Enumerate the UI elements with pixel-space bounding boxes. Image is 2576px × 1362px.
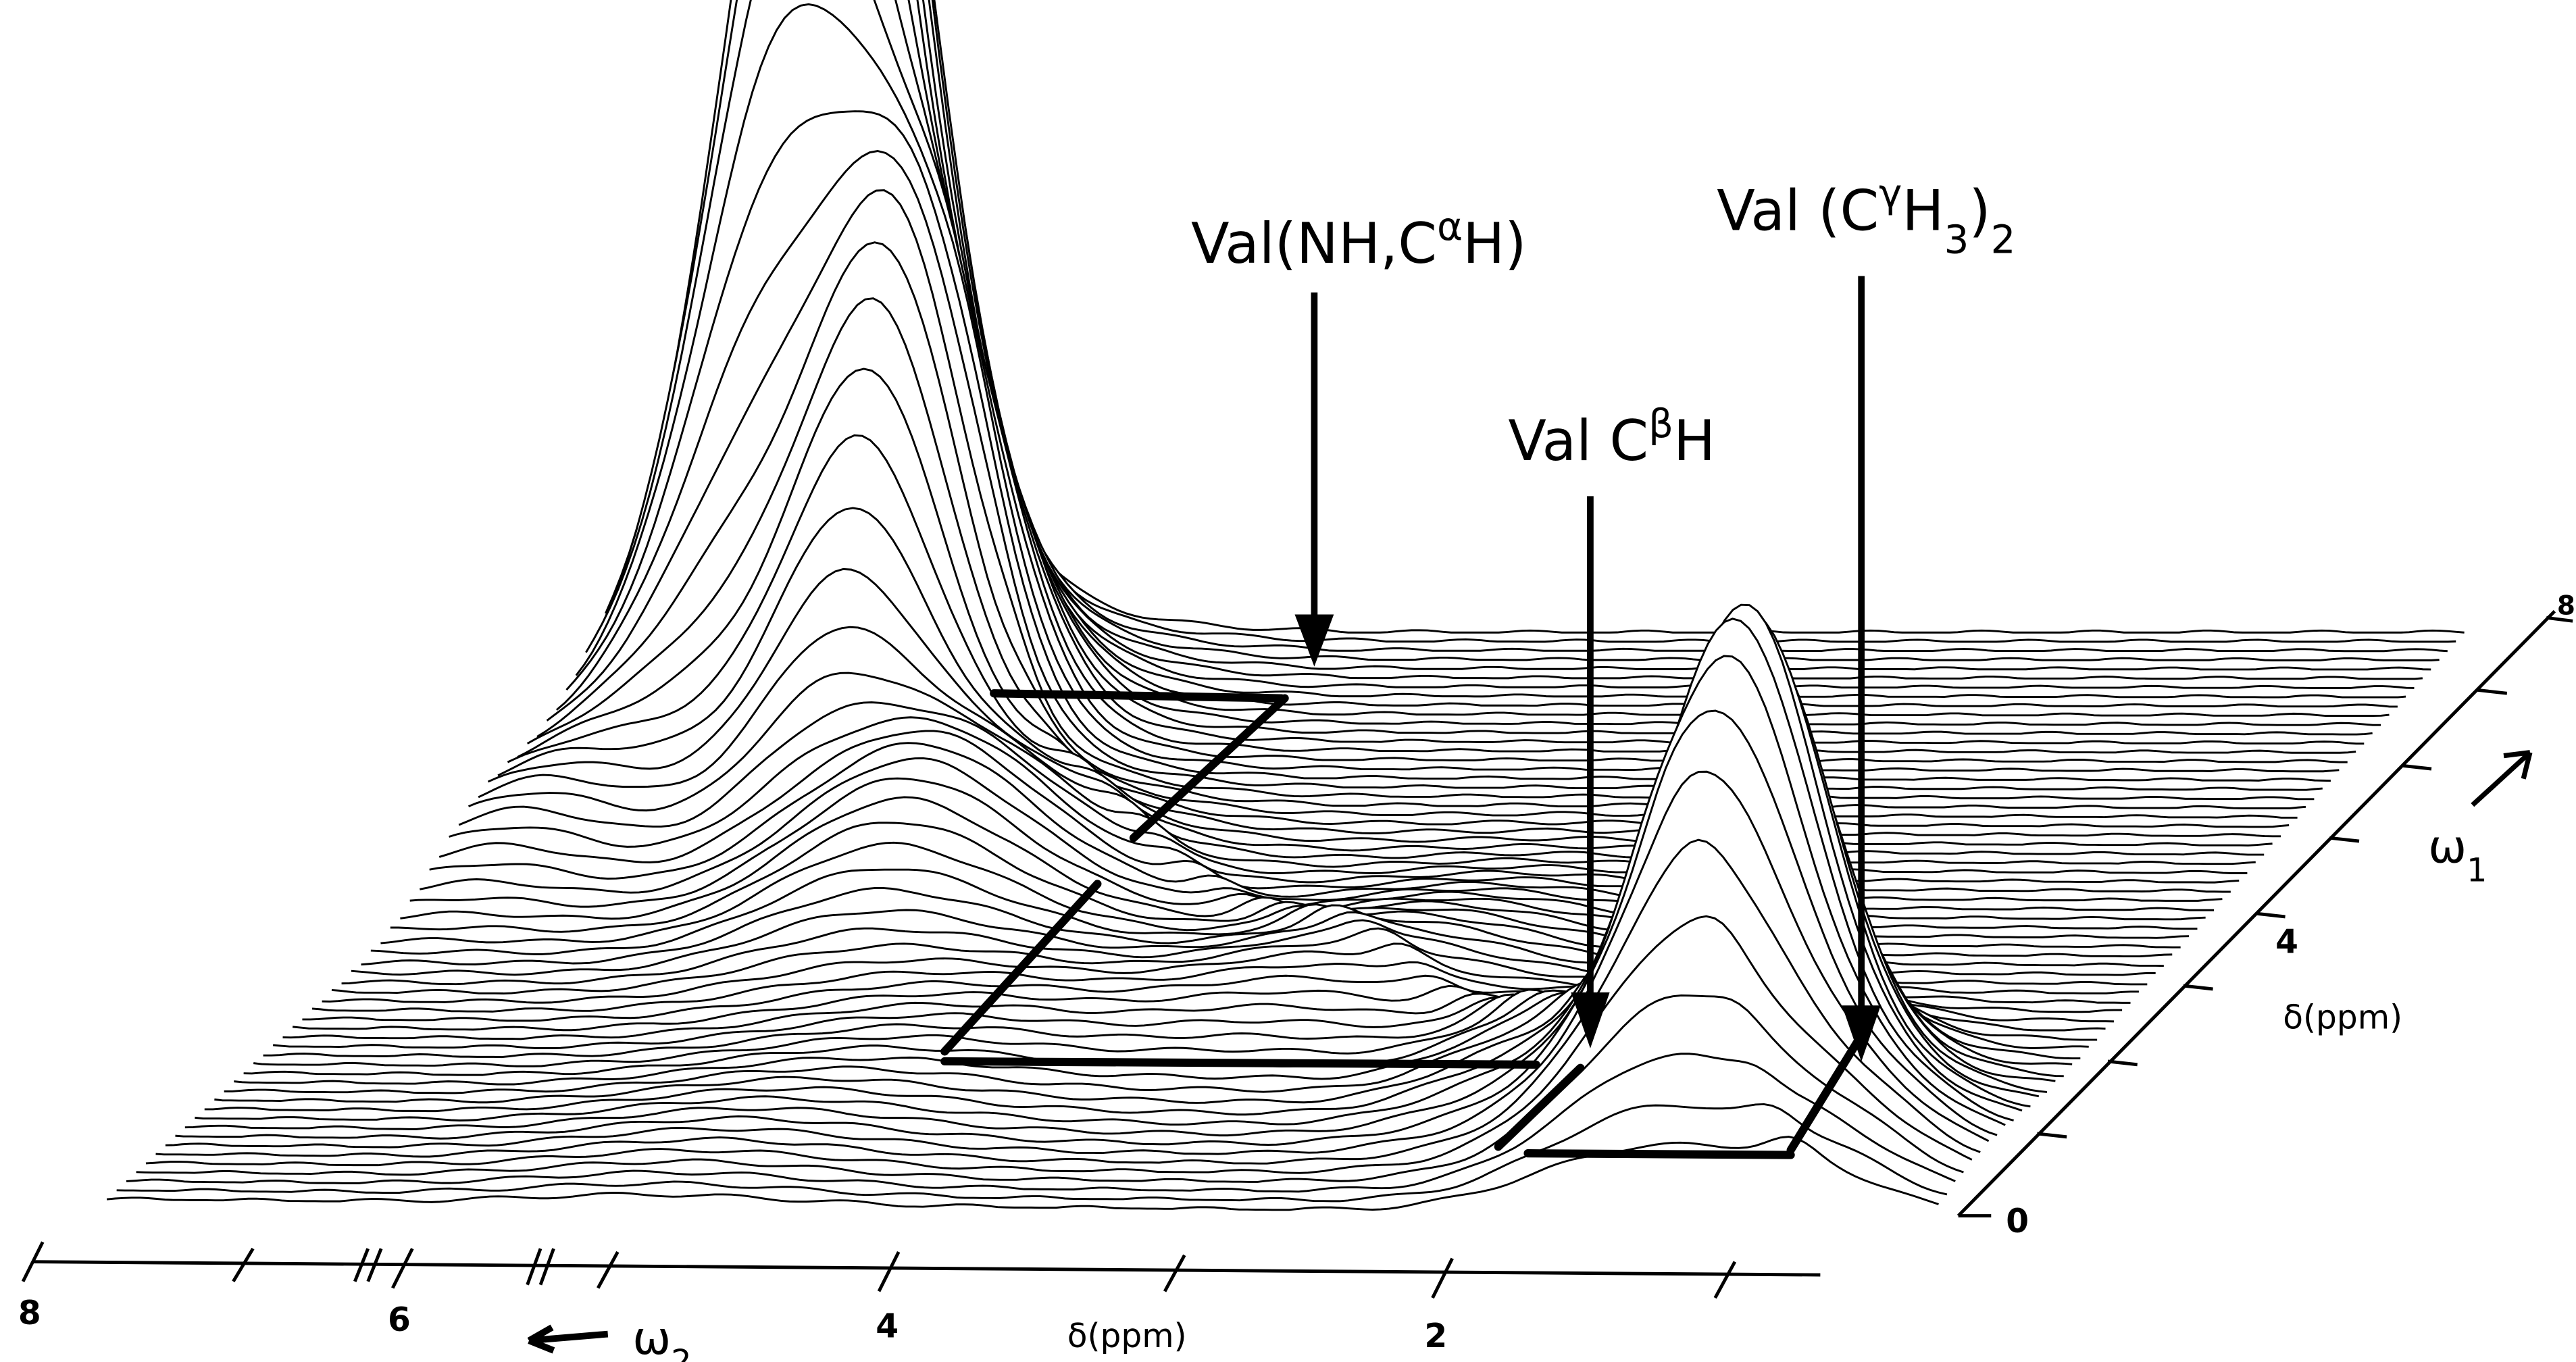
text-segment: γ — [1879, 170, 1902, 216]
text-segment: H) — [1463, 211, 1526, 276]
trace — [458, 701, 2240, 884]
trace — [526, 297, 2298, 819]
axis-break — [353, 1248, 555, 1286]
annotation: Val CβH — [1508, 401, 1715, 474]
tick-marks — [21, 1241, 1737, 1299]
text-segment: α — [1437, 203, 1463, 249]
text-segment: 1 — [2467, 852, 2487, 889]
trace — [155, 838, 1981, 1165]
trace — [116, 1103, 1948, 1203]
trace — [585, 0, 2348, 763]
trace — [175, 709, 1998, 1146]
trace — [449, 716, 2231, 893]
text-segment: H — [1902, 178, 1944, 243]
axis-line — [32, 1260, 1821, 1277]
trace — [106, 1136, 1939, 1211]
trace — [468, 672, 2248, 874]
trace — [145, 915, 1973, 1174]
trace — [487, 568, 2265, 856]
trace — [565, 110, 2331, 782]
arrow-head — [1294, 614, 1334, 667]
arrow-head — [1842, 1005, 1881, 1062]
text-segment: 3 — [1944, 216, 1969, 262]
text-segment: 2 — [1991, 216, 2016, 262]
x-axis-label: δ(ppm) — [1067, 1317, 1187, 1355]
y-axis-label: δ(ppm) — [2283, 999, 2402, 1036]
trace — [643, 0, 2398, 708]
text-segment: ω — [632, 1312, 671, 1362]
x-tick-label: 8 — [18, 1294, 41, 1332]
trace — [497, 507, 2273, 847]
connector — [940, 1057, 1540, 1069]
x-tick-label: 4 — [876, 1307, 899, 1345]
trace — [595, 0, 2356, 754]
connector — [990, 689, 1286, 703]
trace — [546, 189, 2315, 801]
text-segment: β — [1648, 401, 1673, 447]
text-segment: ω — [2428, 821, 2467, 874]
y-axis-symbol: ω1 — [2428, 821, 2487, 890]
trace — [184, 655, 2006, 1137]
trace — [136, 994, 1964, 1183]
annotation: Val(NH,CαH) — [1191, 203, 1527, 276]
y-tick-label: 0 — [2006, 1203, 2029, 1240]
trace — [195, 617, 2015, 1126]
x-axis — [21, 1241, 1821, 1299]
connector — [1129, 694, 1289, 842]
y-axis — [1956, 609, 2573, 1217]
trace — [634, 0, 2390, 717]
text-segment: H — [1673, 409, 1715, 474]
trace-mask — [116, 1104, 1947, 1213]
x-tick-label: 2 — [1424, 1317, 1447, 1355]
connector — [1494, 1063, 1585, 1151]
y-tick-label: 4 — [2275, 923, 2298, 961]
trace — [517, 368, 2290, 828]
trace — [614, 0, 2373, 736]
connector — [940, 880, 1102, 1056]
trace — [653, 0, 2406, 699]
annotation: Val (CγH3)2 — [1717, 170, 2015, 262]
text-segment: Val C — [1508, 409, 1648, 474]
trace — [478, 626, 2256, 865]
trace — [420, 757, 2206, 921]
trace — [555, 150, 2323, 791]
text-segment: Val (C — [1717, 178, 1879, 243]
text-segment: ) — [1969, 178, 1990, 243]
text-segment: Val(NH,C — [1191, 211, 1437, 276]
trace-mask — [145, 916, 1972, 1186]
tick-marks — [1958, 615, 2573, 1217]
trace — [390, 822, 2181, 949]
trace — [165, 770, 1990, 1155]
trace — [624, 0, 2381, 726]
x-axis-symbol: ω2 — [632, 1312, 691, 1362]
trace-mask — [136, 995, 1964, 1195]
trace-mask — [107, 1136, 1939, 1223]
trace — [605, 0, 2365, 745]
text-segment: 2 — [671, 1343, 691, 1362]
y-tick-label: 8 — [2557, 591, 2575, 622]
trace — [536, 241, 2306, 809]
trace — [438, 730, 2223, 902]
x-tick-label: 6 — [388, 1301, 411, 1339]
trace-mask — [595, 0, 2356, 760]
connector — [1523, 1149, 1795, 1159]
y-direction-arrow — [2471, 750, 2533, 807]
trace — [429, 742, 2215, 911]
annotation-arrows — [1294, 276, 1881, 1062]
x-direction-arrow — [527, 1324, 609, 1354]
trace — [575, 3, 2340, 773]
trace-mask — [126, 1053, 1956, 1204]
trace — [126, 1053, 1956, 1193]
arrow-head — [1571, 992, 1610, 1049]
trace — [507, 434, 2281, 838]
